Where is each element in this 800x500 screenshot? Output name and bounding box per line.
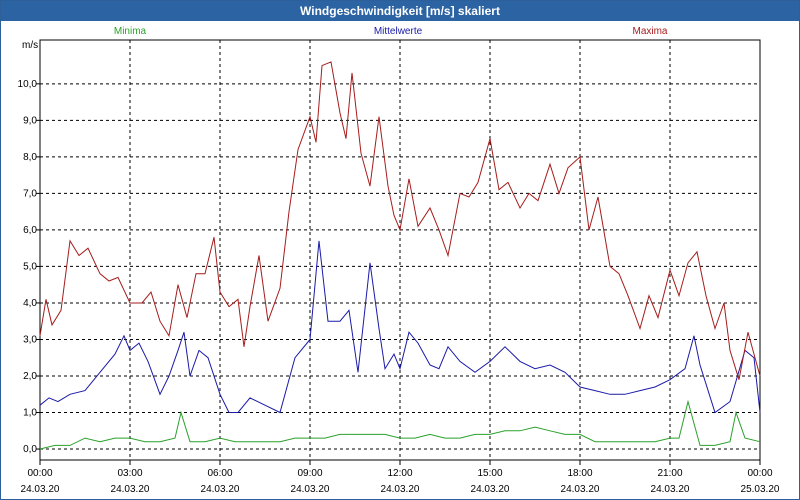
x-tick-time: 18:00: [567, 468, 592, 479]
legend-minima: Minima: [114, 26, 147, 37]
chart-title: Windgeschwindigkeit [m/s] skaliert: [1, 1, 799, 21]
y-tick-label: 2,0: [23, 371, 37, 382]
y-axis-label: m/s: [22, 40, 38, 51]
x-tick-time: 06:00: [207, 468, 232, 479]
x-tick-time: 00:00: [747, 468, 772, 479]
x-tick-time: 15:00: [477, 468, 502, 479]
x-tick-time: 12:00: [387, 468, 412, 479]
x-tick-date: 24.03.20: [651, 484, 690, 495]
y-tick-label: 1,0: [23, 408, 37, 419]
x-tick-date: 24.03.20: [471, 484, 510, 495]
x-tick-date: 24.03.20: [381, 484, 420, 495]
x-tick-date: 24.03.20: [201, 484, 240, 495]
x-tick-date: 24.03.20: [21, 484, 60, 495]
y-tick-label: 6,0: [23, 225, 37, 236]
x-tick-date: 25.03.20: [741, 484, 780, 495]
y-tick-label: 10,0: [18, 79, 38, 90]
series-line-mittelwerte: [39, 240, 761, 414]
x-tick-date: 24.03.20: [111, 484, 150, 495]
y-tick-label: 7,0: [23, 188, 37, 199]
y-tick-label: 3,0: [23, 334, 37, 345]
x-tick-time: 00:00: [27, 468, 52, 479]
series-line-minima: [39, 399, 761, 450]
legend: Minima Mittelwerte Maxima: [114, 26, 668, 37]
x-tick-time: 09:00: [297, 468, 322, 479]
grid-lines: [40, 40, 760, 460]
series-line-maxima: [39, 61, 761, 380]
y-tick-label: 9,0: [23, 115, 37, 126]
legend-mittelwerte: Mittelwerte: [374, 26, 423, 37]
axis-ticks: 0,0 1,0 2,0 3,0 4,0 5,0 6,0 7,0 8,0 9,0 10,0 00:00 2…: [18, 79, 780, 495]
y-tick-label: 5,0: [23, 261, 37, 272]
x-tick-date: 24.03.20: [561, 484, 600, 495]
y-tick-label: 0,0: [23, 444, 37, 455]
x-tick-time: 21:00: [657, 468, 682, 479]
legend-maxima: Maxima: [632, 26, 667, 37]
x-tick-date: 24.03.20: [291, 484, 330, 495]
y-tick-label: 8,0: [23, 152, 37, 163]
y-tick-label: 4,0: [23, 298, 37, 309]
series-lines: [39, 61, 761, 450]
x-tick-time: 03:00: [117, 468, 142, 479]
